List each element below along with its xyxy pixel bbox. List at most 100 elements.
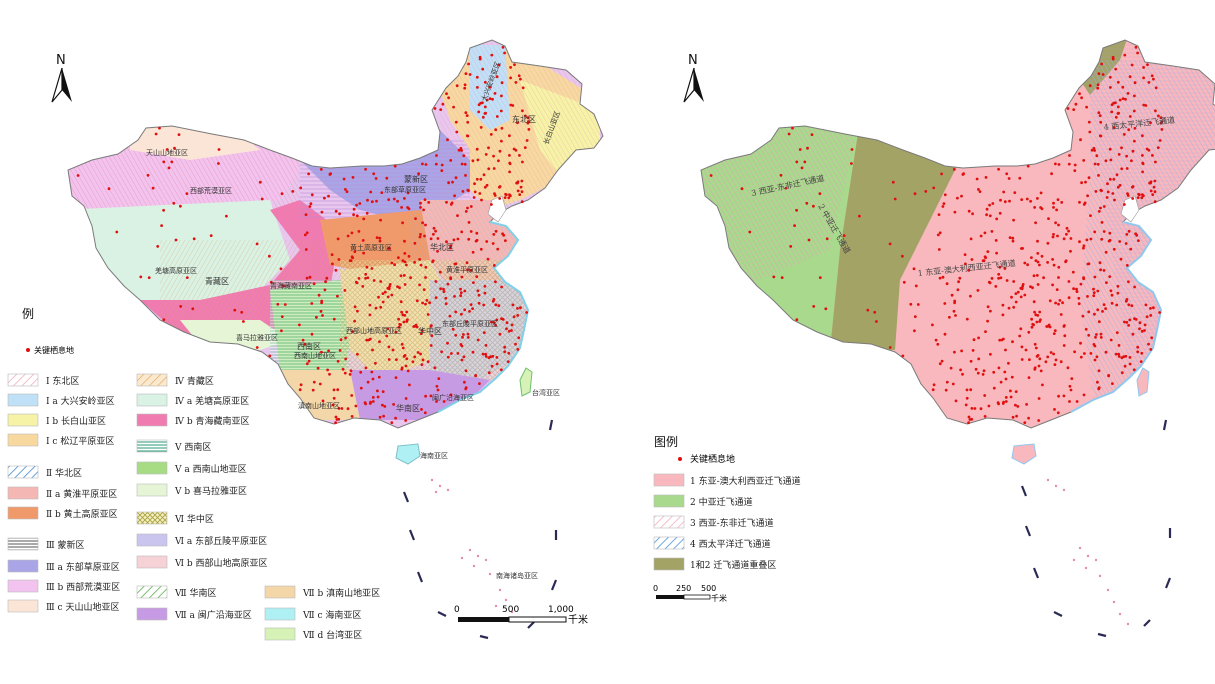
- site-dot: [353, 305, 357, 309]
- site-dot: [1141, 154, 1144, 157]
- site-dot: [850, 162, 853, 165]
- site-dot: [388, 285, 391, 288]
- site-dot: [441, 102, 445, 106]
- right-legend-label: 1 东亚-澳大利西亚迁飞通道: [690, 475, 801, 487]
- site-dot: [403, 239, 406, 243]
- site-dot: [999, 276, 1003, 280]
- label-huanghuai: 黄淮平原亚区: [446, 265, 488, 274]
- site-dot: [1052, 352, 1055, 356]
- site-dot: [444, 296, 448, 300]
- site-dot: [260, 197, 264, 201]
- site-dot: [420, 408, 423, 411]
- site-dot: [490, 203, 493, 206]
- site-dot: [298, 323, 301, 327]
- label-west-desert: 西部荒漠亚区: [190, 186, 232, 195]
- site-dot: [460, 149, 463, 152]
- site-dot: [1033, 206, 1036, 209]
- site-dot: [415, 299, 419, 303]
- site-dot: [404, 364, 408, 368]
- site-dot: [380, 191, 384, 195]
- left-region-fills: [68, 40, 603, 428]
- site-dot: [977, 357, 981, 361]
- site-dot: [951, 382, 955, 386]
- left-legend-label: Ⅲ b 西部荒漠亚区: [46, 581, 120, 593]
- site-dot: [463, 289, 467, 293]
- site-dot: [484, 355, 488, 358]
- site-dot: [418, 258, 421, 261]
- site-dot: [469, 269, 473, 272]
- site-dot: [371, 348, 374, 352]
- site-dot: [366, 198, 369, 202]
- site-dot: [989, 309, 992, 313]
- site-dot: [1118, 183, 1122, 187]
- site-dot: [1092, 287, 1095, 291]
- site-dot: [1122, 133, 1126, 136]
- site-dot: [304, 213, 308, 217]
- site-dot: [1067, 229, 1070, 233]
- label-himalaya: 喜马拉雅亚区: [236, 333, 278, 342]
- site-dot: [512, 147, 516, 151]
- site-dot: [1055, 208, 1058, 212]
- site-dot: [500, 139, 503, 143]
- site-dot: [1098, 114, 1102, 117]
- site-dot: [1007, 361, 1010, 365]
- site-dot: [370, 267, 374, 270]
- site-dot: [1057, 163, 1061, 166]
- site-dot: [1036, 252, 1040, 255]
- site-dot: [478, 192, 482, 195]
- site-dot: [888, 242, 892, 246]
- site-dot: [396, 285, 399, 288]
- site-dot: [402, 274, 406, 277]
- site-dot: [940, 359, 944, 363]
- site-dot: [406, 191, 410, 195]
- site-dot: [494, 128, 498, 132]
- site-dot: [429, 325, 433, 328]
- site-dot: [941, 205, 945, 208]
- site-dot: [1127, 229, 1131, 233]
- site-dot: [1019, 286, 1023, 290]
- label-diannan: 滇南山地亚区: [298, 401, 340, 410]
- site-dot: [1056, 234, 1059, 238]
- site-dot: [798, 148, 802, 151]
- site-dot: [1094, 190, 1098, 193]
- site-dot: [471, 250, 475, 254]
- site-dot: [1067, 162, 1071, 166]
- site-dot: [999, 380, 1003, 384]
- site-dot: [269, 280, 273, 284]
- site-dot: [476, 289, 480, 293]
- site-dot: [327, 349, 330, 353]
- site-dot: [477, 293, 481, 297]
- site-dot: [1057, 223, 1060, 227]
- site-dot: [957, 280, 960, 284]
- site-dot: [408, 383, 411, 387]
- site-dot: [983, 231, 987, 235]
- site-dot: [381, 292, 385, 295]
- site-dot: [499, 109, 503, 113]
- site-dot: [474, 374, 477, 378]
- site-dot: [394, 330, 398, 334]
- site-dot: [1079, 138, 1082, 142]
- site-dot: [299, 186, 303, 190]
- site-dot: [1075, 290, 1079, 293]
- site-dot: [1149, 307, 1152, 310]
- site-dot: [413, 241, 417, 245]
- site-dot: [1116, 80, 1120, 84]
- site-dot: [400, 206, 403, 209]
- site-dot: [280, 315, 284, 318]
- site-dot: [403, 252, 407, 255]
- site-dot: [429, 344, 433, 347]
- site-dot: [1077, 302, 1081, 306]
- left-key-sites: [76, 45, 531, 425]
- site-dot: [998, 211, 1002, 215]
- site-dot: [1068, 400, 1071, 403]
- site-dot: [1026, 263, 1029, 267]
- site-dot: [505, 327, 508, 331]
- site-dot: [1087, 310, 1091, 314]
- site-dot: [381, 390, 385, 393]
- left-legend-swatch: [7, 579, 39, 593]
- site-dot: [1093, 358, 1097, 362]
- site-dot: [406, 206, 409, 209]
- site-dot: [507, 351, 511, 355]
- site-dot: [994, 285, 998, 288]
- site-dot: [1099, 120, 1103, 124]
